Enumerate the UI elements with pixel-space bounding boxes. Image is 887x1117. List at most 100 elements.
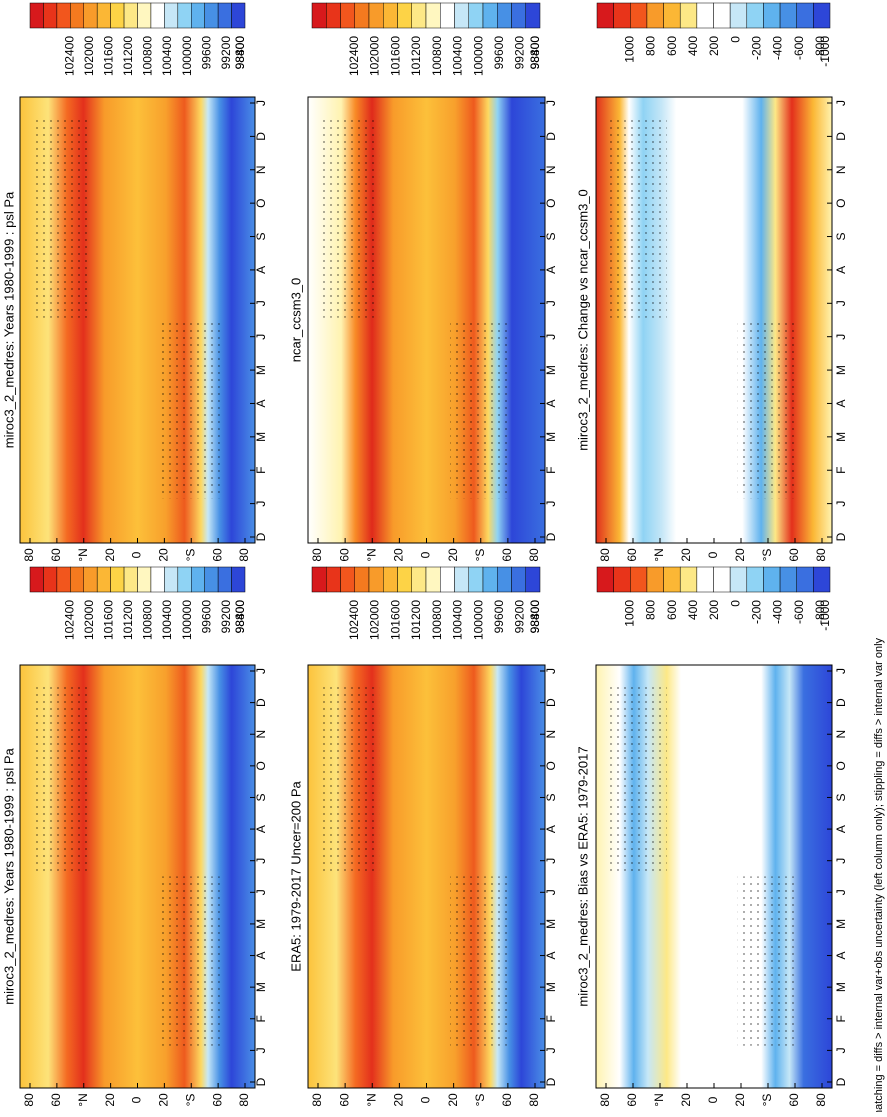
panel	[595, 664, 833, 1089]
colorbar-box	[596, 566, 614, 593]
panel	[595, 96, 833, 544]
colorbar-box	[164, 2, 179, 29]
month-label: A	[544, 266, 558, 274]
lat-label: 60	[210, 1093, 224, 1107]
lat-label: 20	[392, 1093, 406, 1107]
colorbar-label: -800	[813, 36, 827, 60]
month-label: J	[834, 858, 848, 864]
month-label: M	[544, 365, 558, 375]
colorbar-box	[231, 566, 246, 593]
lat-label: 0	[706, 551, 720, 558]
month-label: F	[254, 467, 268, 474]
colorbar-box	[326, 2, 341, 29]
month-label: J	[834, 501, 848, 507]
colorbar-box	[43, 2, 58, 29]
colorbar-label: 100400	[160, 36, 174, 76]
lat-label: 60	[787, 1093, 801, 1107]
colorbar-label: -400	[771, 600, 785, 624]
panel-title: miroc3_2_medres: Years 1980-1999 : psl P…	[1, 747, 16, 1004]
colorbar-box	[354, 2, 370, 29]
colorbar-label: -200	[750, 36, 764, 60]
lat-label: 80	[310, 1093, 324, 1107]
month-label: N	[254, 730, 268, 739]
stippling	[161, 876, 220, 1046]
colorbar-box	[137, 566, 152, 593]
lat-label: 0	[130, 551, 144, 558]
month-label: J	[254, 889, 268, 895]
month-label: J	[544, 889, 558, 895]
colorbar-label: 98800	[528, 600, 542, 634]
month-label: J	[834, 100, 848, 106]
month-label: J	[834, 889, 848, 895]
lat-label: 20	[392, 548, 406, 562]
panel	[307, 96, 546, 544]
colorbar-box	[231, 2, 246, 29]
month-label: J	[254, 858, 268, 864]
colorbar-box	[83, 2, 98, 29]
colorbar-box	[746, 566, 764, 593]
month-label: A	[544, 399, 558, 407]
colorbar-box	[454, 2, 469, 29]
colorbar-box	[56, 2, 71, 29]
month-label: D	[544, 698, 558, 707]
lat-label: °S	[473, 549, 487, 562]
colorbar-label: 102400	[62, 36, 76, 76]
lat-label: 20	[446, 1093, 460, 1107]
colorbar-label: 101200	[121, 36, 135, 76]
month-label: J	[254, 501, 268, 507]
lat-label: 80	[598, 1093, 612, 1107]
month-label: J	[254, 668, 268, 674]
month-label: A	[834, 266, 848, 274]
colorbar-label: 98400	[233, 36, 247, 70]
colorbar-label: 99200	[219, 600, 233, 634]
lat-label: °S	[760, 549, 774, 562]
lat-label: °N	[364, 1093, 378, 1106]
month-label: O	[834, 198, 848, 207]
month-label: M	[834, 365, 848, 375]
colorbar-label: 200	[707, 600, 721, 620]
month-label: O	[254, 198, 268, 207]
colorbar-box	[497, 566, 512, 593]
stippling	[737, 876, 797, 1046]
lat-label: 20	[733, 548, 747, 562]
month-label: D	[544, 1077, 558, 1086]
stippling	[319, 117, 380, 318]
colorbar-label: 99600	[199, 600, 213, 634]
lat-label: °S	[473, 1094, 487, 1107]
colorbar-label: 102000	[82, 600, 96, 640]
colorbar-label: 99600	[492, 36, 506, 70]
colorbar-box	[440, 566, 455, 593]
colorbar-box	[340, 566, 355, 593]
colorbar-label: 100400	[451, 36, 465, 76]
colorbar-box	[368, 566, 384, 593]
colorbar-label: 100400	[160, 600, 174, 640]
colorbar-box	[29, 566, 44, 593]
month-label: M	[544, 982, 558, 992]
colorbar-box	[83, 566, 98, 593]
month-label: M	[254, 919, 268, 929]
colorbar-box	[679, 2, 698, 29]
colorbar-label: 101600	[388, 36, 402, 76]
lat-label: 80	[310, 548, 324, 562]
colorbar-label: 800	[644, 36, 658, 56]
stippling	[319, 685, 380, 876]
lat-label: 20	[157, 548, 171, 562]
panel	[19, 96, 256, 544]
colorbar-label: 99600	[492, 600, 506, 634]
month-label: J	[544, 1047, 558, 1053]
month-label: M	[544, 919, 558, 929]
month-label: S	[544, 233, 558, 241]
colorbar-box	[813, 2, 831, 29]
colorbar-label: 102400	[62, 600, 76, 640]
colorbar-label: 102400	[347, 36, 361, 76]
lat-label: 80	[22, 548, 36, 562]
colorbar-box	[383, 566, 398, 593]
colorbar-label: 101200	[121, 600, 135, 640]
colorbar-box	[454, 566, 469, 593]
colorbar-box	[191, 2, 205, 29]
lat-label: 20	[679, 1093, 693, 1107]
month-label: S	[834, 233, 848, 241]
colorbar-label: 98400	[528, 36, 542, 70]
colorbar-box	[123, 566, 138, 593]
month-label: D	[254, 1077, 268, 1086]
